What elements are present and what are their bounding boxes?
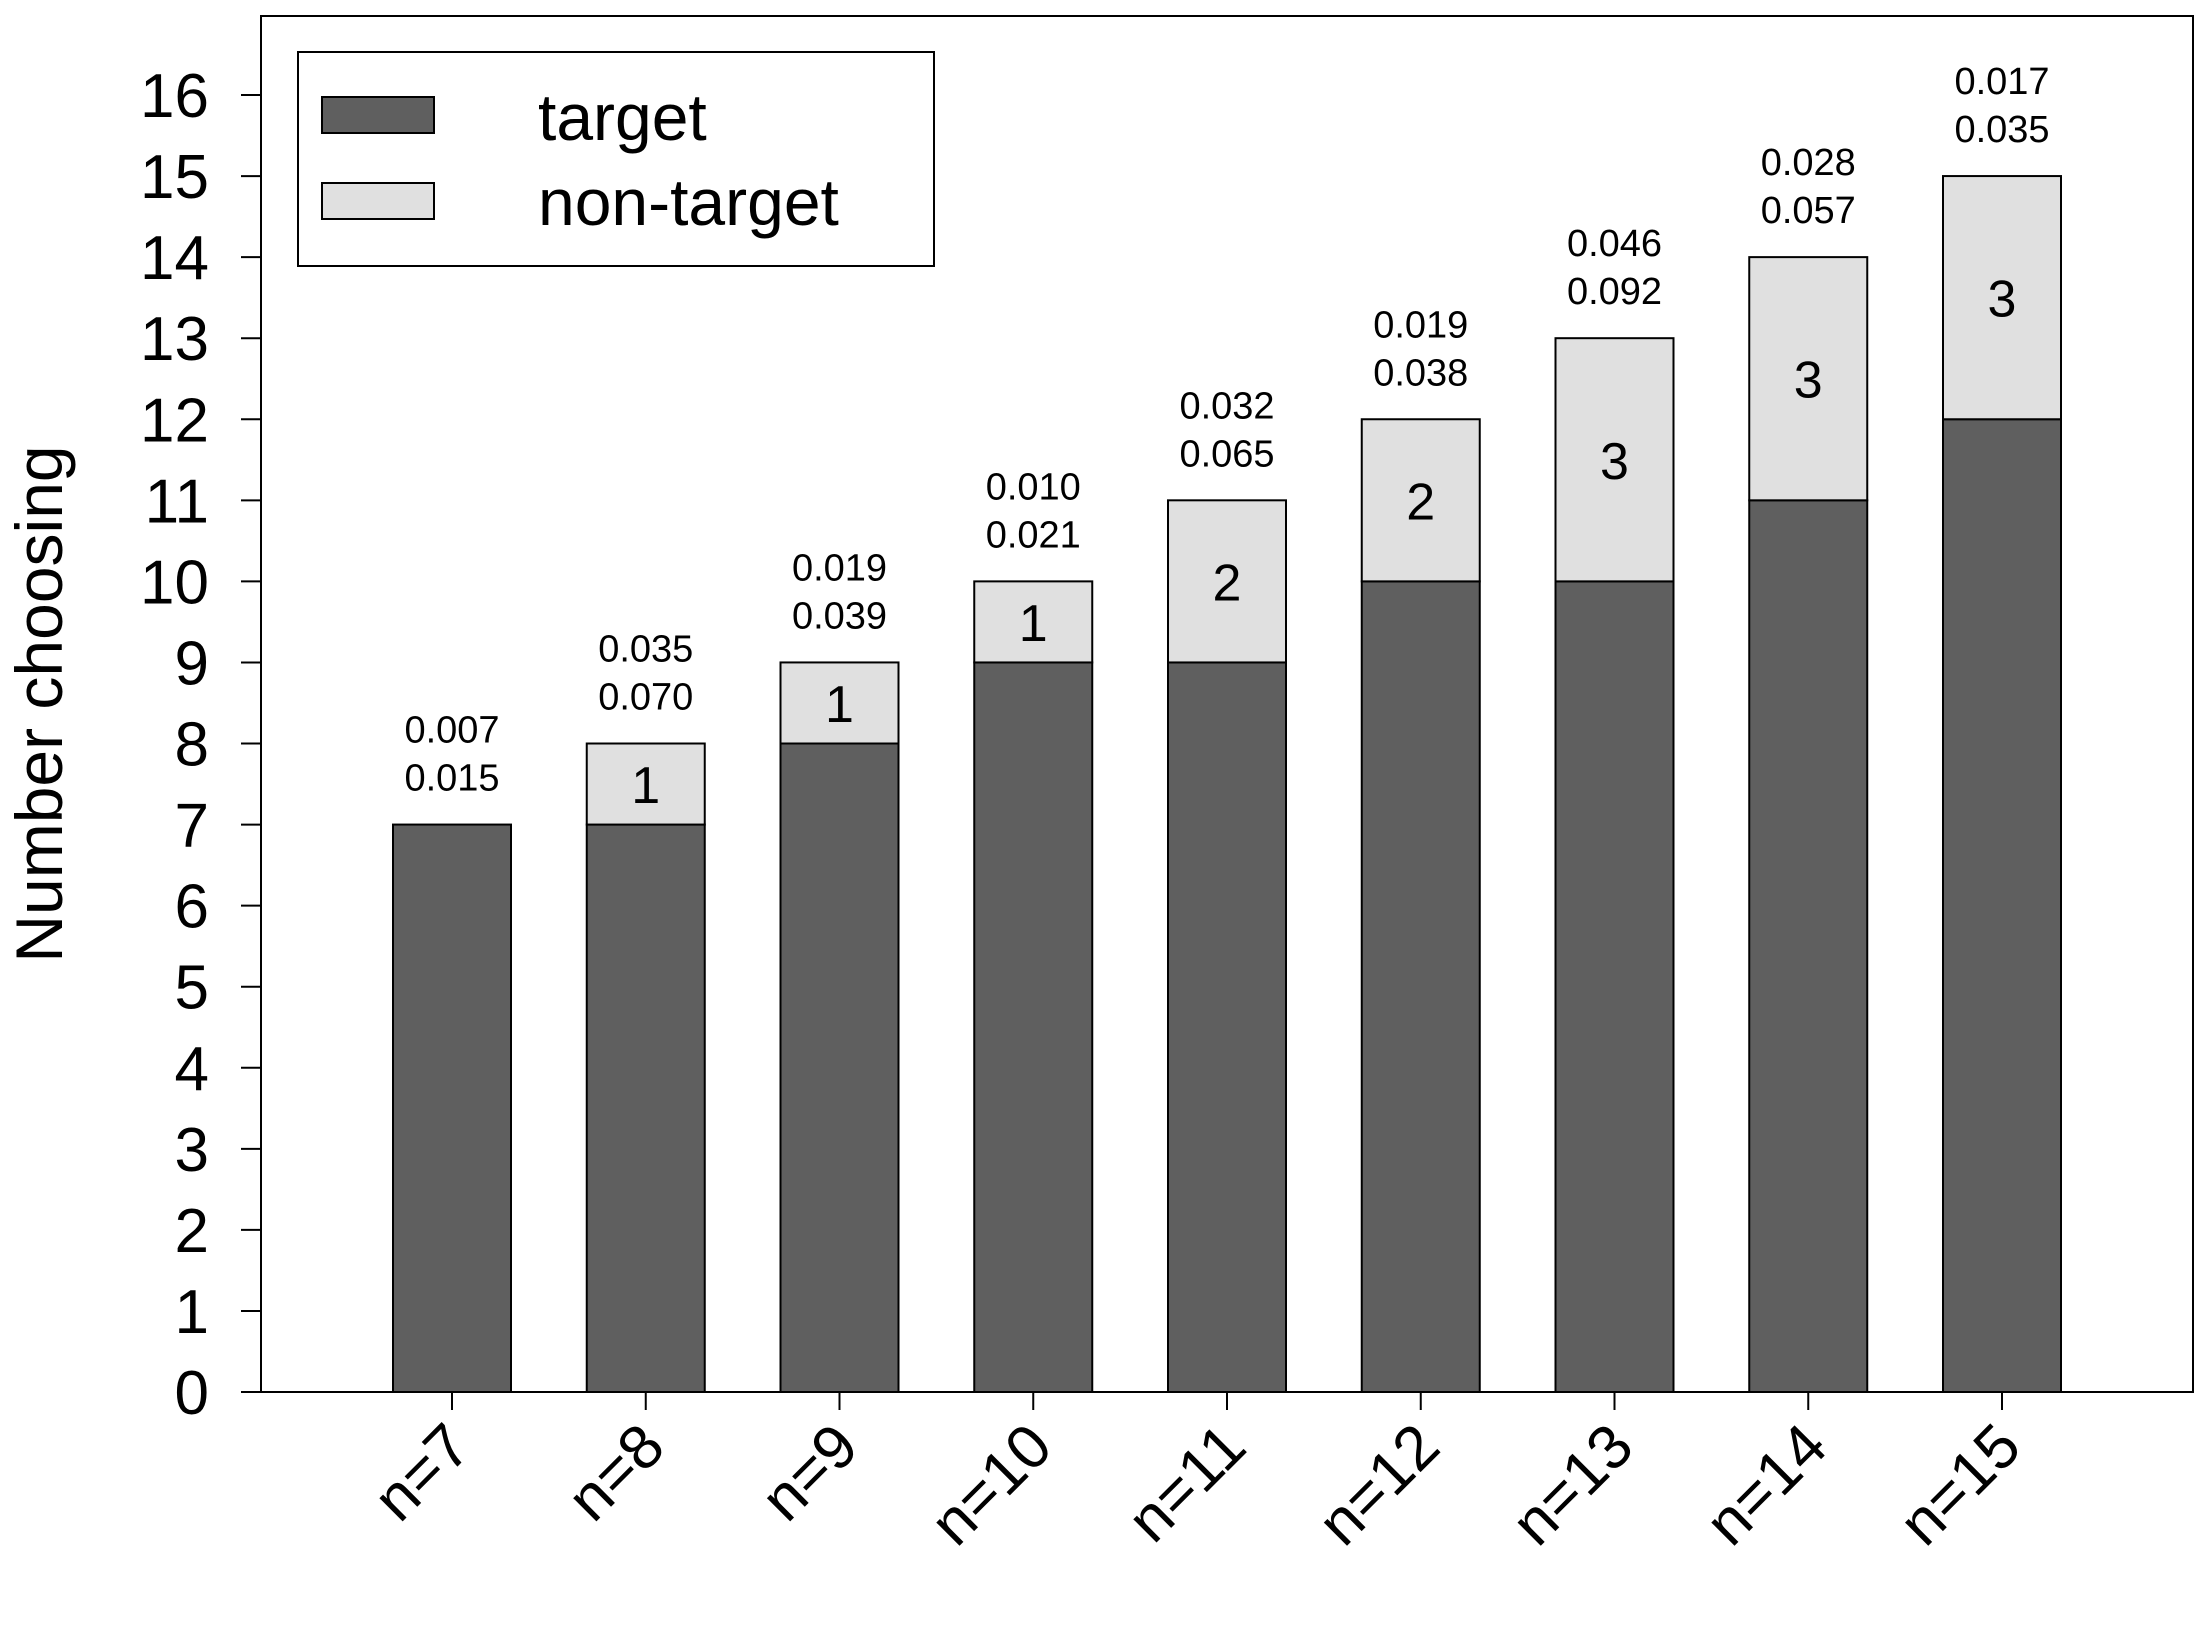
annotation-line-1: 0.019 <box>792 547 887 589</box>
x-tick-label: n=15 <box>1886 1411 2034 1559</box>
x-axis: n=7 n=8 n=9 n=10 n=11 n=12 n=13 n=14 n=15 <box>361 1392 2034 1559</box>
legend-label-non-target: non-target <box>538 165 839 239</box>
bar-non-target <box>779 661 900 745</box>
y-tick-label: 12 <box>140 386 209 455</box>
bar-non-target <box>1167 499 1287 664</box>
x-tick-label: n=9 <box>748 1411 871 1534</box>
x-tick-label: n=11 <box>1115 1411 1259 1555</box>
segment-label: 3 <box>1988 271 2017 329</box>
y-tick-label: 2 <box>175 1197 209 1266</box>
x-tick-label: n=8 <box>554 1411 677 1534</box>
segment-label: 1 <box>825 676 854 734</box>
annotation-line-2: 0.092 <box>1567 271 1662 313</box>
annotation-line-1: 0.035 <box>598 629 693 671</box>
y-tick-label: 7 <box>175 792 209 861</box>
segment-label: 3 <box>1600 433 1629 491</box>
annotation-line-1: 0.010 <box>986 466 1081 508</box>
y-tick-label: 10 <box>140 548 209 617</box>
annotation-line-1: 0.007 <box>404 710 499 752</box>
bar-labels: 0.007 0.015 1 0.035 0.070 1 0.019 0.039 1 0.010 0.… <box>404 61 2049 815</box>
y-tick-label: 1 <box>175 1278 209 1347</box>
segment-label: 1 <box>1019 595 1048 653</box>
bar-target <box>1554 580 1675 1393</box>
annotation-line-1: 0.017 <box>1954 61 2049 103</box>
y-tick-label: 3 <box>175 1116 209 1185</box>
x-tick-label: n=13 <box>1499 1411 1647 1559</box>
annotation-line-1: 0.032 <box>1179 385 1274 427</box>
bar-non-target <box>1360 418 1481 583</box>
segment-label: 3 <box>1794 352 1823 410</box>
segment-label: 1 <box>631 757 660 815</box>
bar-target <box>392 823 512 1393</box>
bar-non-target <box>585 742 706 826</box>
bar-target <box>585 823 706 1393</box>
y-tick-label: 6 <box>175 873 209 942</box>
bar-target <box>973 661 1094 1393</box>
segment-label: 2 <box>1406 473 1435 531</box>
y-tick-label: 14 <box>140 224 209 293</box>
segment-label: 2 <box>1213 554 1242 612</box>
y-tick-label: 16 <box>140 62 209 131</box>
legend-swatch-non-target <box>321 182 435 220</box>
y-tick-label: 9 <box>175 629 209 698</box>
y-tick-label: 8 <box>175 711 209 780</box>
annotation-line-2: 0.065 <box>1179 433 1274 475</box>
bar-target <box>1360 580 1481 1393</box>
y-tick-label: 5 <box>175 954 209 1023</box>
bar-non-target <box>1942 175 2062 421</box>
y-tick-label: 4 <box>175 1035 209 1104</box>
annotation-line-2: 0.015 <box>404 758 499 800</box>
annotation-line-2: 0.021 <box>986 514 1081 556</box>
legend-label-target: target <box>538 80 707 154</box>
x-tick-label: n=10 <box>918 1411 1066 1559</box>
y-axis-title: Number choosing <box>2 445 76 962</box>
bar-target <box>1942 418 2062 1393</box>
legend-box <box>297 51 935 267</box>
y-tick-label: 0 <box>175 1359 209 1428</box>
x-tick-label: n=12 <box>1305 1411 1453 1559</box>
annotation-line-2: 0.070 <box>598 677 693 719</box>
legend: target non-target <box>297 51 935 267</box>
y-tick-label: 13 <box>140 305 209 374</box>
annotation-line-2: 0.057 <box>1761 190 1856 232</box>
annotation-line-1: 0.046 <box>1567 223 1662 265</box>
annotation-line-1: 0.019 <box>1373 304 1468 346</box>
annotation-line-2: 0.038 <box>1373 352 1468 394</box>
y-tick-label: 15 <box>140 143 209 212</box>
x-tick-label: n=7 <box>361 1411 484 1534</box>
bars <box>392 175 2062 1393</box>
annotation-line-1: 0.028 <box>1761 142 1856 184</box>
annotation-line-2: 0.039 <box>792 595 887 637</box>
legend-swatch-target <box>321 96 435 134</box>
bar-target <box>1748 499 1869 1393</box>
bar-non-target <box>1554 337 1675 583</box>
bar-target <box>779 742 900 1393</box>
bar-non-target <box>973 580 1094 664</box>
bar-non-target <box>1748 256 1869 502</box>
y-tick-label: 11 <box>145 467 209 536</box>
x-tick-label: n=14 <box>1693 1411 1841 1559</box>
bar-target <box>1167 661 1287 1393</box>
annotation-line-2: 0.035 <box>1954 109 2049 151</box>
